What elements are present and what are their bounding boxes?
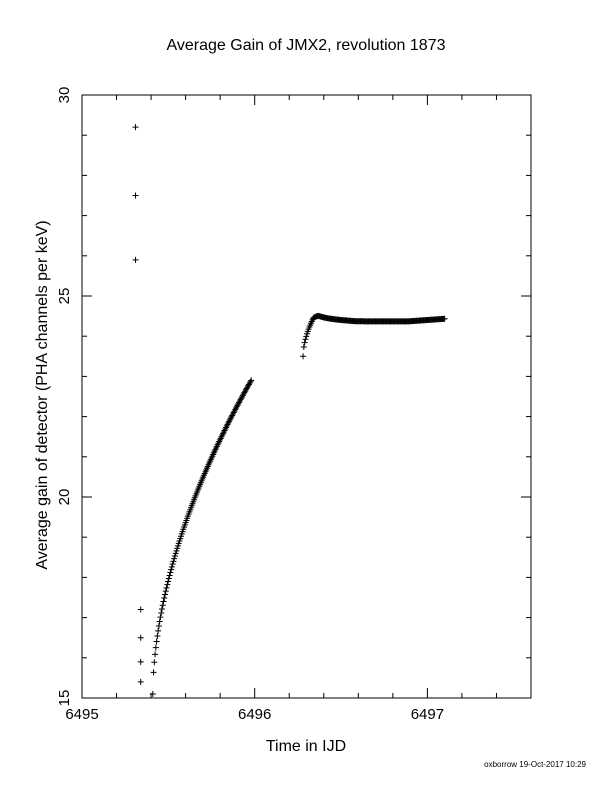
- y-tick-label: 25: [56, 288, 73, 305]
- y-tick-label: 30: [56, 87, 73, 104]
- plot-frame: [81, 94, 532, 699]
- data-point: [159, 602, 166, 609]
- data-point: [170, 558, 177, 565]
- data-point: [300, 353, 307, 360]
- data-point: [137, 678, 144, 685]
- data-point: [441, 315, 448, 322]
- data-point: [151, 659, 158, 666]
- data-point: [247, 378, 254, 385]
- data-point: [169, 561, 176, 568]
- data-point: [160, 598, 167, 605]
- data-point: [155, 627, 162, 634]
- data-point: [164, 581, 171, 588]
- data-point: [132, 192, 139, 199]
- data-point: [300, 343, 307, 350]
- data-point: [158, 610, 165, 617]
- data-point: [157, 614, 164, 621]
- data-point: [162, 588, 169, 595]
- data-point: [167, 569, 174, 576]
- data-point: [173, 547, 180, 554]
- data-point: [155, 623, 162, 630]
- y-tick-label: 20: [56, 489, 73, 506]
- timestamp-stamp: oxborrow 19-Oct-2017 10:29: [484, 760, 586, 769]
- data-point: [150, 669, 157, 676]
- x-tick-label: 6496: [238, 706, 271, 723]
- data-point: [171, 555, 178, 562]
- data-point: [303, 333, 310, 340]
- data-point: [152, 651, 159, 658]
- data-point: [172, 550, 179, 557]
- data-point: [161, 594, 168, 601]
- data-point: [154, 632, 161, 639]
- data-point: [158, 606, 165, 613]
- data-point: [152, 644, 159, 651]
- x-tick-label: 6495: [65, 706, 98, 723]
- data-point: [168, 563, 175, 570]
- data-point: [156, 618, 163, 625]
- data-point: [162, 591, 169, 598]
- x-tick-label: 6497: [411, 706, 444, 723]
- data-point: [302, 336, 309, 343]
- data-point: [168, 566, 175, 573]
- data-point: [166, 572, 173, 579]
- data-point: [301, 339, 308, 346]
- data-point: [163, 584, 170, 591]
- data-point: [153, 638, 160, 645]
- data-point: [171, 553, 178, 559]
- data-point: [248, 377, 255, 384]
- chart-title: Average Gain of JMX2, revolution 1873: [166, 37, 446, 54]
- data-point: [165, 578, 172, 585]
- data-point: [137, 658, 144, 665]
- data-point: [132, 256, 139, 263]
- data-point: [137, 606, 144, 613]
- data-point: [149, 690, 156, 697]
- data-point: [137, 634, 144, 641]
- x-axis-label: Time in IJD: [265, 738, 347, 755]
- data-point: [165, 575, 172, 582]
- y-tick-label: 15: [56, 690, 73, 707]
- data-point: [132, 124, 139, 131]
